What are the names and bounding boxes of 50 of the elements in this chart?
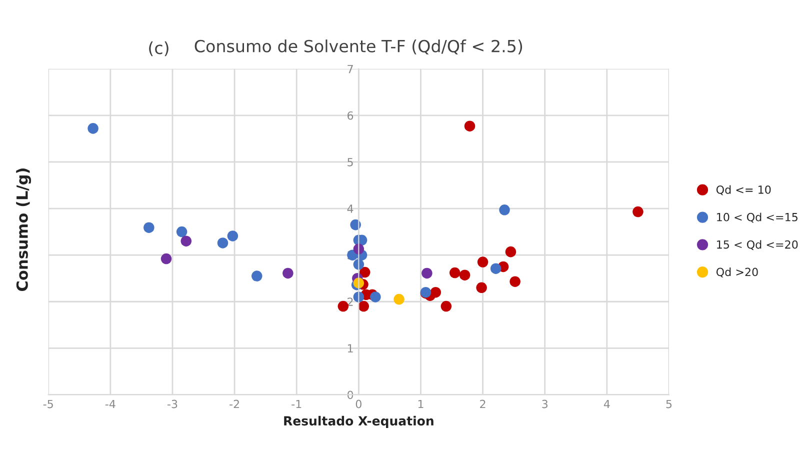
point <box>477 256 488 268</box>
point <box>632 206 644 218</box>
point <box>449 267 460 278</box>
y-tick-label: 6 <box>348 111 354 120</box>
point <box>359 266 370 278</box>
point <box>227 230 238 242</box>
text: (c) <box>149 41 168 56</box>
x-tick-label: -5 <box>43 400 53 408</box>
point <box>440 300 452 312</box>
legend-label: 15 < Qd <=20 <box>717 240 798 250</box>
legend-label: Qd <= 10 <box>716 185 771 196</box>
legend-label: Qd >20 <box>716 268 758 278</box>
x-tick-label: -4 <box>105 400 116 408</box>
point <box>459 270 470 280</box>
legend-label: 10 < Qd <=15 <box>717 212 798 223</box>
x-tick-label: 0 <box>356 400 362 408</box>
y-tick-label: 5 <box>348 158 353 166</box>
point <box>464 120 476 132</box>
x-tick-label: 1 <box>418 400 424 408</box>
point <box>252 270 262 282</box>
y-tick-label: 1 <box>348 344 353 352</box>
y-axis-title: Consumo (L/g) <box>16 168 32 291</box>
point <box>144 222 154 233</box>
point <box>505 246 516 258</box>
point <box>370 292 381 302</box>
point <box>476 282 487 294</box>
x-tick-label: 4 <box>604 400 610 408</box>
x-tick-label: 3 <box>542 400 548 408</box>
x-tick-label: -2 <box>230 400 239 408</box>
point <box>160 253 172 264</box>
x-axis-title: Resultado X-equation <box>284 416 434 428</box>
point <box>217 238 228 248</box>
chart-title: Consumo de Solvente T-F (Qd/Qf < 2.5) <box>194 40 522 54</box>
y-tick-label: 4 <box>347 204 354 213</box>
point <box>422 268 432 279</box>
point <box>88 123 98 134</box>
point <box>338 300 349 312</box>
y-tick-label: 7 <box>348 64 353 74</box>
point <box>499 204 510 216</box>
x-tick-label: -3 <box>167 400 178 408</box>
point <box>180 236 192 246</box>
point <box>176 226 188 238</box>
x-tick-label: 2 <box>480 400 486 408</box>
x-tick-label: 5 <box>666 400 672 408</box>
point <box>510 276 520 287</box>
point <box>394 294 404 305</box>
point <box>490 263 502 274</box>
point <box>282 268 294 279</box>
point <box>358 300 370 312</box>
x-tick-label: -1 <box>292 400 302 408</box>
